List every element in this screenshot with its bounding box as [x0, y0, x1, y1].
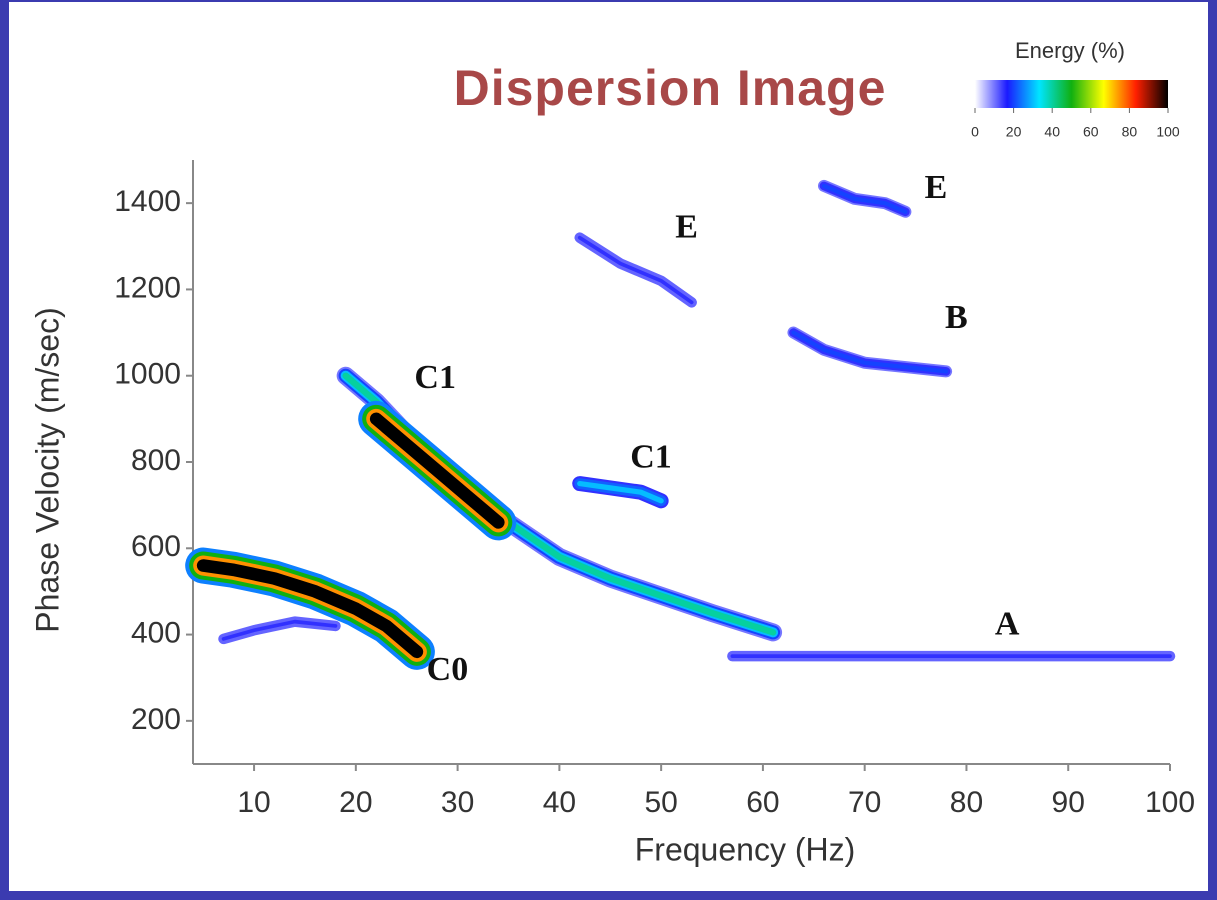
- dispersion-mode: [342, 372, 777, 636]
- dispersion-mode: [821, 183, 908, 214]
- x-tick-label: 20: [339, 786, 372, 819]
- colorbar: [975, 80, 1168, 108]
- colorbar-tick-label: 40: [1044, 124, 1060, 140]
- colorbar-tick-label: 60: [1083, 124, 1099, 140]
- x-tick-label: 10: [237, 786, 270, 819]
- annotation: E: [925, 169, 948, 206]
- dispersion-mode: [196, 559, 424, 659]
- colorbar-tick-label: 0: [971, 124, 979, 140]
- annotation: B: [945, 299, 968, 336]
- x-tick-label: 30: [441, 786, 474, 819]
- x-tick-label: 100: [1145, 786, 1195, 819]
- dispersion-mode: [369, 412, 505, 529]
- chart-title: Dispersion Image: [454, 60, 887, 116]
- y-tick-label: 1000: [114, 358, 181, 391]
- annotation: C0: [427, 651, 469, 688]
- y-tick-label: 400: [131, 616, 181, 649]
- annotation: E: [675, 209, 698, 246]
- colorbar-tick-label: 20: [1006, 124, 1022, 140]
- dispersion-mode: [577, 235, 694, 305]
- annotation: C1: [414, 359, 456, 396]
- x-tick-label: 50: [644, 786, 677, 819]
- x-tick-label: 80: [950, 786, 983, 819]
- y-tick-label: 200: [131, 703, 181, 736]
- x-tick-label: 90: [1052, 786, 1085, 819]
- colorbar-tick-label: 80: [1122, 124, 1138, 140]
- y-tick-label: 1200: [114, 271, 181, 304]
- dispersion-mode: [791, 330, 949, 374]
- mode-contour: [338, 368, 781, 640]
- y-tick-label: 800: [131, 444, 181, 477]
- mode-contour: [340, 370, 779, 638]
- x-axis-label: Frequency (Hz): [635, 831, 856, 867]
- x-tick-label: 70: [848, 786, 881, 819]
- mode-contour: [336, 366, 783, 642]
- x-tick-label: 40: [543, 786, 576, 819]
- colorbar-tick-label: 100: [1156, 124, 1180, 140]
- y-tick-label: 1400: [114, 185, 181, 218]
- dispersion-mode: [221, 619, 338, 641]
- x-tick-label: 60: [746, 786, 779, 819]
- annotation: A: [995, 606, 1020, 643]
- y-tick-label: 600: [131, 530, 181, 563]
- y-axis-label: Phase Velocity (m/sec): [29, 307, 65, 632]
- annotation: C1: [630, 439, 672, 476]
- dispersion-mode: [577, 480, 664, 504]
- colorbar-title: Energy (%): [1015, 38, 1125, 63]
